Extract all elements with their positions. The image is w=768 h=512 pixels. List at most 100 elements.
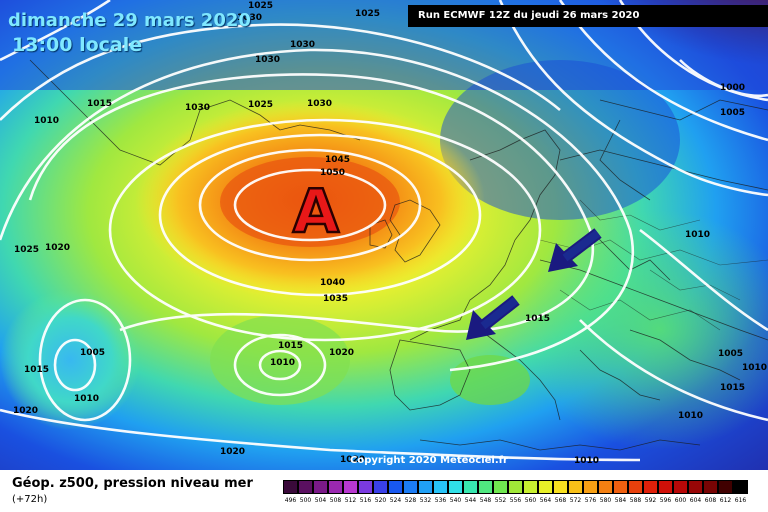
scale-label: 560 — [524, 497, 537, 504]
map-canvas: 1025 1025 1030 1030 1030 1025 1030 1015 … — [0, 0, 768, 470]
isobar-label: 1020 — [340, 455, 365, 465]
scale-label: 564 — [539, 497, 552, 504]
isobar-label: 1005 — [80, 348, 105, 358]
scale-swatch — [418, 480, 433, 494]
isobar-label: 1015 — [87, 99, 112, 109]
scale-label: 556 — [509, 497, 522, 504]
green-zone-east — [520, 210, 768, 450]
scale-swatch — [523, 480, 538, 494]
scale-label: 528 — [404, 497, 417, 504]
scale-label: 524 — [389, 497, 402, 504]
color-scale-labels: 496 500 504 508 512 516 520 524 528 532 536 540 544 5… — [283, 497, 748, 504]
scale-swatch — [343, 480, 358, 494]
scale-swatch — [373, 480, 388, 494]
scale-label: 552 — [494, 497, 507, 504]
scale-swatch — [553, 480, 568, 494]
isobar-label: 1025 — [248, 100, 273, 110]
isobar-label: 1045 — [325, 155, 350, 165]
color-scale — [283, 480, 748, 494]
scale-swatch — [403, 480, 418, 494]
forecast-date: dimanche 29 mars 2020 — [8, 10, 251, 31]
scale-swatch — [313, 480, 328, 494]
scale-swatch — [583, 480, 598, 494]
high-core — [220, 157, 400, 247]
scale-swatch — [493, 480, 508, 494]
isobar-label: 1020 — [329, 348, 354, 358]
isobar-label: 1005 — [720, 108, 745, 118]
scale-swatch — [448, 480, 463, 494]
legend-footer: Géop. z500, pression niveau mer (+72h) 4… — [0, 470, 768, 512]
isobar-label: 1020 — [13, 406, 38, 416]
scale-label: 580 — [599, 497, 612, 504]
isobar-label: 1030 — [255, 55, 280, 65]
scale-label: 604 — [689, 497, 702, 504]
scale-swatch — [673, 480, 688, 494]
scale-swatch — [298, 480, 313, 494]
scale-swatch — [538, 480, 553, 494]
scale-swatch — [598, 480, 613, 494]
green-zone-med — [450, 355, 530, 405]
scale-label: 592 — [644, 497, 657, 504]
scale-label: 500 — [299, 497, 312, 504]
isobar-label: 1020 — [220, 447, 245, 457]
isobar-label: 1000 — [720, 83, 745, 93]
isobar-label: 1010 — [74, 394, 99, 404]
scale-label: 596 — [659, 497, 672, 504]
high-pressure-letter: A — [293, 177, 340, 247]
isobar-label: 1030 — [237, 13, 262, 23]
isobar-label: 1025 — [355, 9, 380, 19]
scale-label: 504 — [314, 497, 327, 504]
scale-swatch — [568, 480, 583, 494]
scale-swatch — [463, 480, 478, 494]
isobar-label: 1025 — [248, 1, 273, 11]
isobar-label: 1010 — [742, 363, 767, 373]
isobar-label: 1035 — [323, 294, 348, 304]
scale-swatch — [388, 480, 403, 494]
scale-swatch — [508, 480, 523, 494]
isobar-label: 1010 — [685, 230, 710, 240]
legend-subtitle: (+72h) — [12, 494, 48, 505]
scale-label: 576 — [584, 497, 597, 504]
scale-label: 616 — [734, 497, 747, 504]
scale-swatch — [643, 480, 658, 494]
scale-swatch — [433, 480, 448, 494]
scale-label: 508 — [329, 497, 342, 504]
isobars — [0, 0, 387, 242]
scale-swatch — [658, 480, 673, 494]
cyan-zone-west — [0, 290, 140, 430]
isobar-label: 1025 — [14, 245, 39, 255]
isobar-label: 1010 — [574, 456, 599, 466]
scale-swatch — [478, 480, 493, 494]
scale-swatch — [358, 480, 373, 494]
isobar-label: 1050 — [320, 168, 345, 178]
isobar-label: 1010 — [678, 411, 703, 421]
scale-label: 584 — [614, 497, 627, 504]
model-run-info: Run ECMWF 12Z du jeudi 26 mars 2020 — [408, 5, 768, 27]
high-pressure-marker: A — [292, 176, 342, 249]
scale-label: 520 — [374, 497, 387, 504]
scale-label: 588 — [629, 497, 642, 504]
copyright-text: Copyright 2020 Meteociel.fr — [350, 455, 508, 466]
scale-swatch — [283, 480, 298, 494]
weather-map: 1025 1025 1030 1030 1030 1025 1030 1015 … — [0, 0, 768, 470]
scale-label: 536 — [434, 497, 447, 504]
coastlines — [29, 59, 768, 451]
isobar-label: 1015 — [24, 365, 49, 375]
arrow-northsea — [548, 228, 602, 272]
isobar-label: 1015 — [278, 341, 303, 351]
isobar-label: 1030 — [290, 40, 315, 50]
isobar-label: 1005 — [718, 349, 743, 359]
scale-label: 512 — [344, 497, 357, 504]
isobar-label: 1015 — [525, 314, 550, 324]
scale-label: 516 — [359, 497, 372, 504]
isobar-label: 1040 — [320, 278, 345, 288]
scale-swatch — [718, 480, 733, 494]
isobar-1050 — [233, 168, 387, 242]
isobar-label: 1030 — [185, 103, 210, 113]
isobar-labels: 1025 1025 1030 1030 1030 1025 1030 1015 … — [13, 1, 767, 466]
isobar-label: 1015 — [720, 383, 745, 393]
isobar-label: 1010 — [270, 358, 295, 368]
scale-swatch — [628, 480, 643, 494]
scale-swatch — [703, 480, 718, 494]
scale-swatch — [688, 480, 703, 494]
